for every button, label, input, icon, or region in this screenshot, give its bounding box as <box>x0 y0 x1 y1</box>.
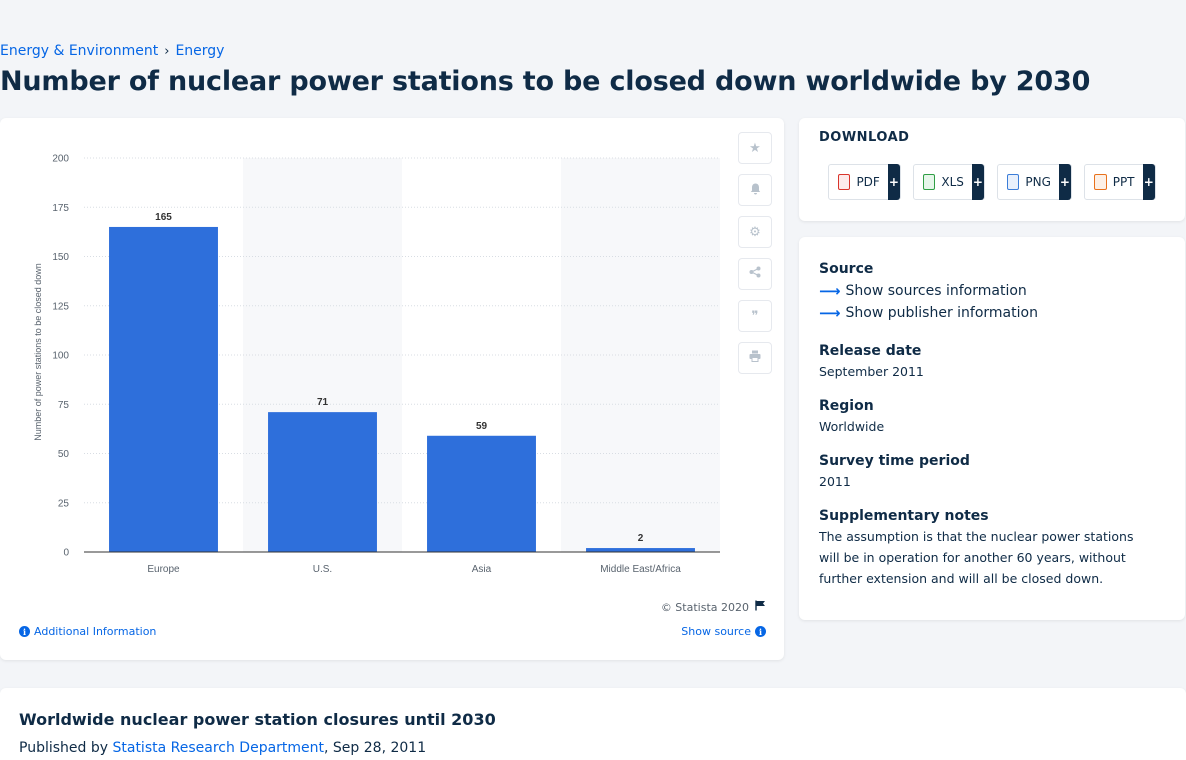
chart-card: 0 25 50 75 100 125 150 175 200 165 Europe 71 U.S. 59 A… <box>0 118 784 660</box>
download-pdf-button[interactable]: PDF + <box>828 164 901 200</box>
publication-byline: Published by Statista Research Departmen… <box>19 740 426 756</box>
ppt-file-icon <box>1094 174 1107 190</box>
print-icon <box>749 350 761 366</box>
arrow-right-icon: ⟶ <box>819 282 841 300</box>
breadcrumb-separator: › <box>164 43 170 59</box>
info-icon: i <box>19 626 30 637</box>
y-tick-label: 75 <box>58 400 70 411</box>
supplementary-notes-section: Supplementary notes The assumption is th… <box>819 508 1149 589</box>
y-tick-label: 100 <box>52 351 69 362</box>
show-sources-link[interactable]: ⟶ Show sources information <box>819 282 1038 300</box>
favorite-button[interactable]: ★ <box>738 132 772 164</box>
region-section: Region Worldwide <box>819 398 884 437</box>
download-buttons: PDF + XLS + PNG + PPT + <box>828 164 1156 200</box>
region-heading: Region <box>819 398 874 414</box>
publication-title: Worldwide nuclear power station closures… <box>19 710 496 729</box>
download-ppt-label: PPT <box>1112 175 1135 189</box>
breadcrumb-item-energy[interactable]: Energy <box>175 43 225 59</box>
release-date-heading: Release date <box>819 343 922 359</box>
data-label: 165 <box>155 212 172 223</box>
download-ppt-button[interactable]: PPT + <box>1084 164 1156 200</box>
source-heading: Source <box>819 261 874 277</box>
survey-period-section: Survey time period 2011 <box>819 453 970 492</box>
download-title: DOWNLOAD <box>819 130 910 145</box>
cite-button[interactable]: ❞ <box>738 300 772 332</box>
y-tick-label: 150 <box>52 252 69 263</box>
share-button[interactable] <box>738 258 772 290</box>
notification-button[interactable] <box>738 174 772 206</box>
survey-period-heading: Survey time period <box>819 453 970 469</box>
additional-information-label: Additional Information <box>34 625 157 638</box>
y-tick-label: 125 <box>52 301 69 312</box>
y-tick-label: 0 <box>63 548 69 559</box>
bar <box>427 435 536 552</box>
download-pdf-label: PDF <box>856 175 880 189</box>
png-plus-button[interactable]: + <box>1058 164 1071 200</box>
show-publisher-label: Show publisher information <box>845 305 1038 321</box>
png-file-icon <box>1007 174 1020 190</box>
pdf-plus-button[interactable]: + <box>887 164 900 200</box>
flag-icon[interactable] <box>755 600 766 614</box>
pdf-file-icon <box>838 174 851 190</box>
breadcrumb-item-energy-environment[interactable]: Energy & Environment <box>0 43 159 59</box>
supplementary-notes-heading: Supplementary notes <box>819 508 989 524</box>
page-title: Number of nuclear power stations to be c… <box>0 66 1091 97</box>
publication-date: , Sep 28, 2011 <box>324 740 427 756</box>
chart-toolbar: ★ ⚙ ❞ <box>738 132 772 374</box>
additional-information-link[interactable]: i Additional Information <box>19 625 156 638</box>
x-tick-label: Europe <box>147 564 180 575</box>
download-png-button[interactable]: PNG + <box>997 164 1072 200</box>
publisher-link[interactable]: Statista Research Department <box>112 740 325 756</box>
download-xls-label: XLS <box>941 175 964 189</box>
settings-button[interactable]: ⚙ <box>738 216 772 248</box>
x-tick-label: U.S. <box>313 564 332 575</box>
quote-icon: ❞ <box>751 308 759 324</box>
credit-text: © Statista 2020 <box>660 600 749 614</box>
region-value: Worldwide <box>819 419 885 434</box>
x-tick-label: Asia <box>472 564 492 575</box>
x-tick-label: Middle East/Africa <box>600 564 681 575</box>
release-date-value: September 2011 <box>819 364 924 379</box>
gear-icon: ⚙ <box>749 224 761 240</box>
star-icon: ★ <box>749 140 761 156</box>
y-tick-label: 175 <box>52 203 69 214</box>
xls-plus-button[interactable]: + <box>971 164 984 200</box>
info-card: Source ⟶ Show sources information ⟶ Show… <box>799 237 1185 620</box>
release-date-section: Release date September 2011 <box>819 343 924 382</box>
bar-chart: 0 25 50 75 100 125 150 175 200 165 Europe 71 U.S. 59 A… <box>33 154 720 575</box>
y-tick-label: 50 <box>58 449 70 460</box>
download-png-label: PNG <box>1025 175 1051 189</box>
breadcrumb: Energy & Environment › Energy <box>0 43 224 59</box>
show-source-label: Show source <box>681 625 751 638</box>
ppt-plus-button[interactable]: + <box>1142 164 1155 200</box>
data-label: 2 <box>638 533 644 544</box>
y-tick-label: 200 <box>52 154 69 165</box>
data-label: 59 <box>476 421 488 432</box>
bell-icon <box>750 183 761 198</box>
download-xls-button[interactable]: XLS + <box>913 164 985 200</box>
arrow-right-icon: ⟶ <box>819 304 841 322</box>
published-by-label: Published by <box>19 740 109 756</box>
show-publisher-link[interactable]: ⟶ Show publisher information <box>819 304 1038 322</box>
bar <box>109 226 218 552</box>
data-label: 71 <box>317 397 329 408</box>
show-sources-label: Show sources information <box>845 283 1027 299</box>
bar <box>268 412 377 552</box>
supplementary-notes-value: The assumption is that the nuclear power… <box>819 529 1134 586</box>
bar <box>586 548 695 552</box>
download-card: DOWNLOAD PDF + XLS + PNG + PPT + <box>799 118 1185 221</box>
y-tick-label: 25 <box>58 498 70 509</box>
publication-card: Worldwide nuclear power station closures… <box>0 688 1186 760</box>
show-source-link[interactable]: Show source i <box>681 625 766 638</box>
y-axis-label: Number of power stations to be closed do… <box>33 263 43 441</box>
info-icon: i <box>755 626 766 637</box>
xls-file-icon <box>923 174 936 190</box>
copyright-credit: © Statista 2020 <box>661 600 766 614</box>
share-icon <box>749 266 761 282</box>
print-button[interactable] <box>738 342 772 374</box>
survey-period-value: 2011 <box>819 474 851 489</box>
source-section: Source ⟶ Show sources information ⟶ Show… <box>819 261 1038 322</box>
